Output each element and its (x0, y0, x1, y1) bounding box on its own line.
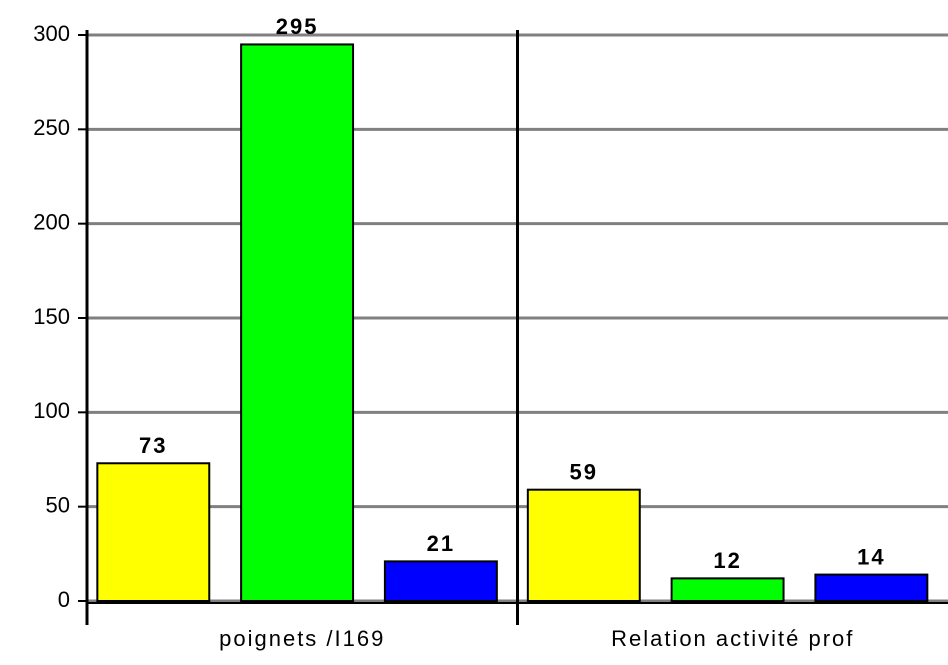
y-tick-label: 0 (58, 587, 70, 612)
value-label: 14 (857, 544, 885, 569)
y-tick-label: 300 (33, 21, 70, 46)
y-tick-label: 50 (46, 492, 70, 517)
x-tick-label: poignets /I169 (219, 626, 385, 651)
y-tick-label: 100 (33, 398, 70, 423)
bar (670, 577, 785, 602)
value-label: 21 (427, 531, 455, 556)
y-tick-label: 150 (33, 304, 70, 329)
y-tick-label: 250 (33, 115, 70, 140)
bar (383, 560, 498, 603)
bar (526, 488, 641, 603)
bar (96, 462, 211, 603)
bar (240, 43, 355, 602)
value-label: 59 (570, 459, 598, 484)
value-label: 73 (139, 433, 167, 458)
value-label: 295 (276, 14, 319, 39)
y-tick-label: 200 (33, 209, 70, 234)
value-label: 12 (713, 548, 741, 573)
x-tick-label: Relation activité prof (611, 626, 854, 651)
bar (814, 573, 929, 603)
